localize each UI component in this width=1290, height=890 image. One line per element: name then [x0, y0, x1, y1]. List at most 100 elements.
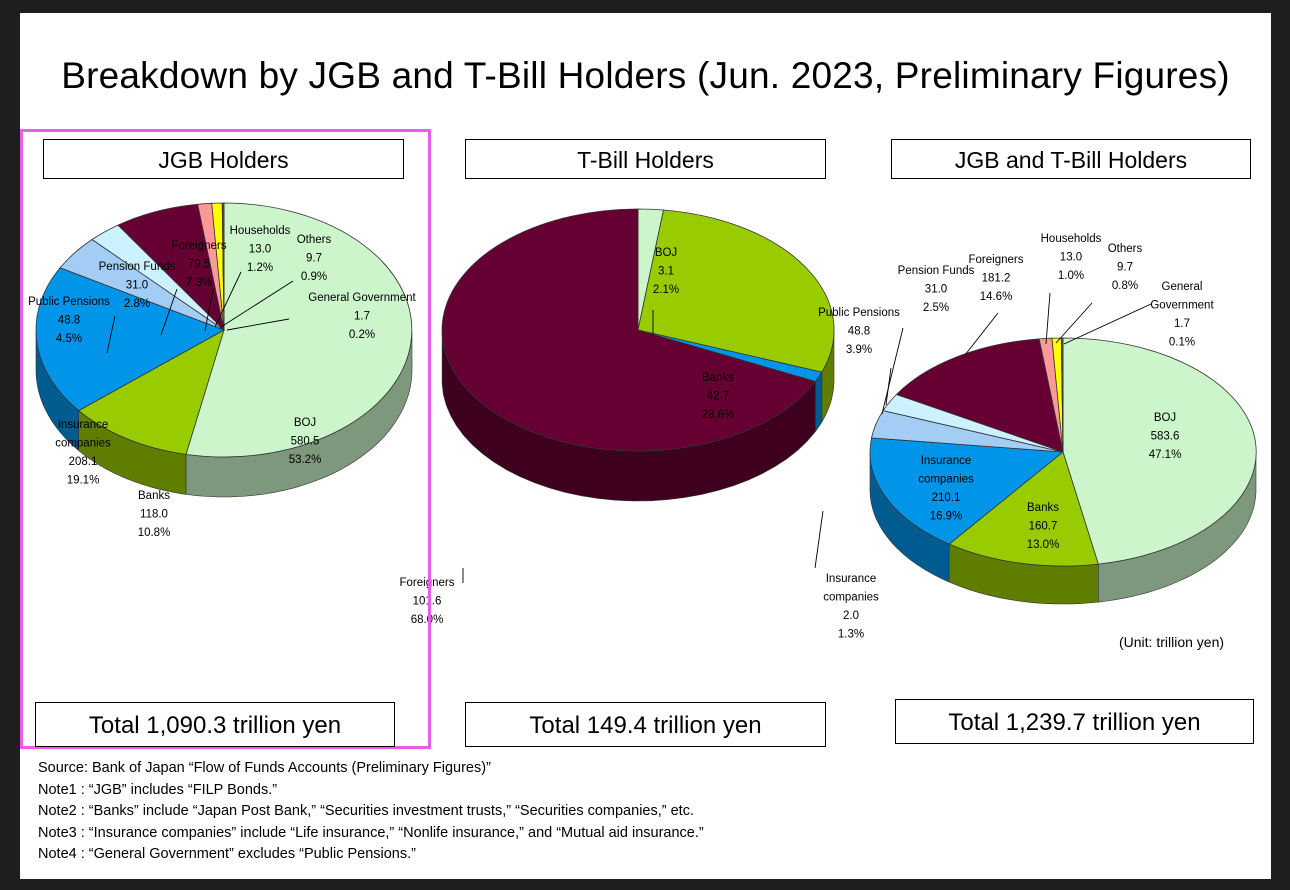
name-label: Pension Funds — [99, 261, 176, 273]
name-label: Pension Funds — [898, 265, 975, 277]
pie-jgb-and-t-bill-holders: BOJ 583.6 47.1% Banks 160.7 13.0% Insurance com… — [818, 233, 1257, 605]
pct-label: 0.8% — [1112, 280, 1138, 292]
name-label: Insurance — [921, 455, 972, 467]
label-banks: Banks 42.7 28.6% — [702, 372, 735, 421]
leader-line — [881, 327, 904, 415]
name-label: BOJ — [1154, 412, 1176, 424]
value-label: 118.0 — [140, 509, 168, 521]
highlight-frame — [20, 129, 431, 749]
label-insurance-companies: Insurance companies 208.1 19.1% — [55, 419, 111, 487]
pct-label: 68.0% — [411, 614, 444, 626]
note-3: Note3 : “Insurance companies” include “L… — [38, 824, 704, 841]
pct-label: 0.2% — [349, 329, 375, 341]
pct-label: 1.0% — [1058, 270, 1084, 282]
pct-label: 53.2% — [289, 454, 322, 466]
slice-general-government — [221, 202, 225, 331]
leader-line — [214, 271, 242, 328]
value-label: 48.8 — [58, 315, 80, 327]
page-title: Breakdown by JGB and T-Bill Holders (Jun… — [61, 55, 1230, 96]
notes: Source: Bank of Japan “Flow of Funds Acc… — [38, 758, 704, 866]
name-label: Public Pensions — [818, 307, 900, 319]
value-label: 210.1 — [932, 492, 961, 504]
name-label: Banks — [702, 372, 734, 384]
label-public-pensions: Public Pensions 48.8 4.5% — [28, 296, 116, 354]
slice-boj — [185, 202, 413, 458]
label-households: Households 13.0 1.2% — [214, 225, 291, 328]
pct-label: 10.8% — [138, 527, 171, 539]
label-foreigners: Foreigners 79.5 7.3% — [172, 240, 227, 332]
value-label: 160.7 — [1029, 521, 1058, 533]
value-label: 31.0 — [925, 284, 947, 296]
pie-t-bill-holders: BOJ 3.1 2.1% Banks 42.7 28.6% Insurance compani… — [400, 208, 879, 641]
leader-line — [106, 315, 116, 354]
pct-label: 2.1% — [653, 284, 679, 296]
value-label: 208.1 — [69, 456, 98, 468]
value-label: 13.0 — [249, 244, 271, 256]
value-label: 9.7 — [1117, 262, 1133, 274]
value-label: 9.7 — [306, 253, 322, 265]
slide: Breakdown by JGB and T-Bill Holders (Jun… — [20, 13, 1271, 879]
value-label: 1.7 — [354, 311, 370, 323]
label-insurance-companies: Insurance companies 210.1 16.9% — [918, 455, 974, 523]
value-label: 48.8 — [848, 326, 870, 338]
name-label: Insurance — [826, 573, 877, 585]
label-boj: BOJ 3.1 2.1% — [652, 247, 679, 335]
label-households: Households 13.0 1.0% — [1041, 233, 1102, 345]
slice-banks — [948, 451, 1099, 567]
slice-general-government — [1060, 337, 1064, 453]
pct-label: 14.6% — [980, 291, 1013, 303]
total-combined: Total 1,239.7 trillion yen — [895, 699, 1254, 744]
value-label: 31.0 — [126, 280, 148, 292]
slice-banks — [637, 209, 835, 373]
chart-title-jgb: JGB Holders — [43, 139, 404, 179]
label-pension-funds: Pension Funds 31.0 2.5% — [881, 265, 975, 415]
slice-insurance-companies — [35, 267, 225, 412]
name-label: Foreigners — [969, 254, 1024, 266]
label-general-government: General Government 1.7 0.2% — [226, 292, 416, 341]
pct-label: 47.1% — [1149, 449, 1182, 461]
label-others: Others 9.7 0.9% — [220, 234, 332, 328]
leader-line — [160, 288, 178, 336]
value-label: 3.1 — [658, 266, 674, 278]
pct-label: 4.5% — [56, 333, 82, 345]
value-label: 79.5 — [188, 259, 210, 271]
name-label: BOJ — [294, 417, 316, 429]
unit-note: (Unit: trillion yen) — [1119, 634, 1225, 650]
pct-label: 2.5% — [923, 302, 949, 314]
leader-line — [814, 510, 824, 569]
leader-line — [1063, 303, 1152, 345]
name-label: Others — [1108, 243, 1143, 255]
slice-foreigners — [441, 208, 817, 452]
name-label: Foreigners — [172, 240, 227, 252]
name-label: Banks — [1027, 502, 1059, 514]
name-label: General Government — [308, 292, 416, 304]
pct-label: 3.9% — [846, 344, 872, 356]
pct-label: 7.3% — [186, 277, 212, 289]
pct-label: 2.8% — [124, 298, 150, 310]
value-label: 1.7 — [1174, 318, 1190, 330]
pct-label: 0.9% — [301, 271, 327, 283]
value-label: 583.6 — [1151, 431, 1180, 443]
leader-line — [1045, 292, 1051, 345]
label-banks: Banks 118.0 10.8% — [138, 490, 171, 539]
label-boj: BOJ 583.6 47.1% — [1149, 412, 1182, 461]
pct-label: 1.2% — [247, 262, 273, 274]
pie-jgb-holders: BOJ 580.5 53.2% Banks 118.0 10.8% Insurance com… — [28, 202, 416, 539]
slice-insurance-companies — [869, 437, 1065, 545]
value-label: 580.5 — [291, 436, 320, 448]
label-general-government: General Government 1.7 0.1% — [1063, 281, 1214, 349]
label-others: Others 9.7 0.8% — [1055, 243, 1143, 344]
pct-label: 28.6% — [702, 409, 735, 421]
pct-label: 16.9% — [930, 511, 963, 523]
total-tbill: Total 149.4 trillion yen — [465, 702, 826, 747]
name-label: Banks — [138, 490, 170, 502]
wall-insurance-companies — [815, 371, 823, 433]
name-label: Public Pensions — [28, 296, 110, 308]
label-public-pensions: Public Pensions 48.8 3.9% — [818, 307, 900, 406]
name-label: BOJ — [655, 247, 677, 259]
value-label: 2.0 — [843, 610, 859, 622]
chart-title-tbill: T-Bill Holders — [465, 139, 826, 179]
slice-foreigners — [895, 338, 1064, 453]
slice-banks — [77, 329, 225, 455]
name-label: General — [1162, 281, 1203, 293]
